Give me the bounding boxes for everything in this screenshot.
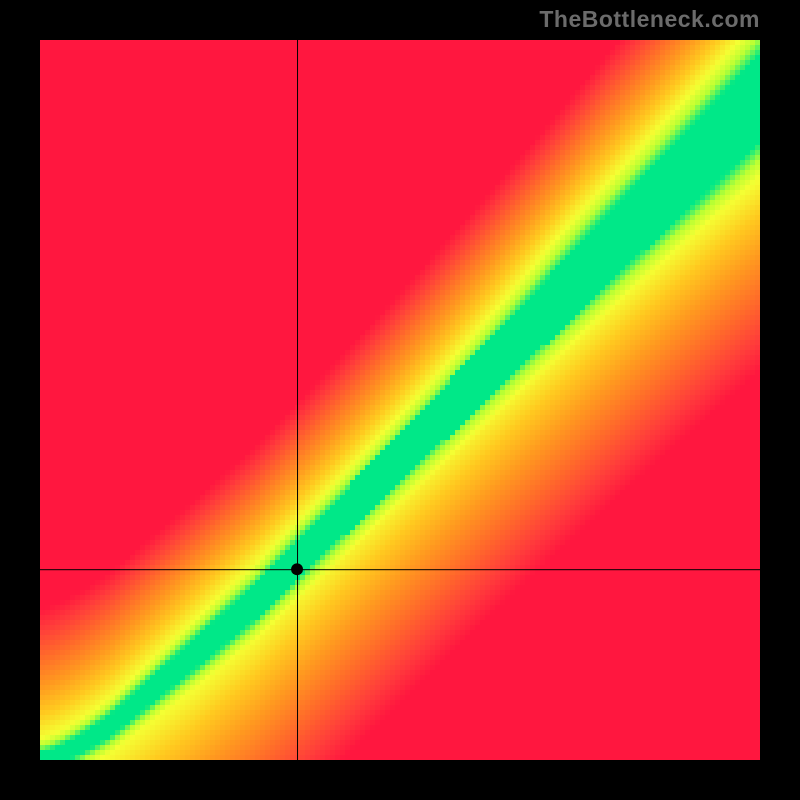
bottleneck-heatmap bbox=[0, 0, 800, 800]
chart-container: { "watermark": { "text": "TheBottleneck.… bbox=[0, 0, 800, 800]
